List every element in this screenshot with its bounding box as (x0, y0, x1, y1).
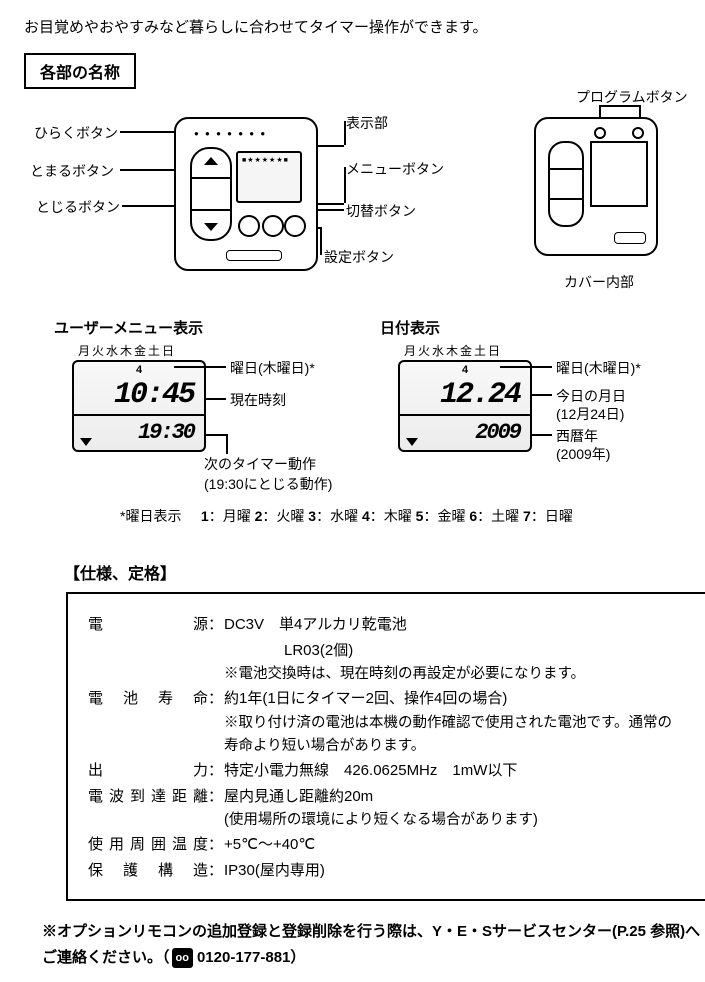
date-display: 月火水木金土日 4 12.24 2009 曜日(木曜日)* 今日の月日 (12月… (380, 342, 670, 492)
label-close-button: とじるボタン (36, 197, 120, 217)
dow-indicator: 4 (136, 364, 142, 376)
spec-title: 【仕様、定格】 (64, 560, 705, 584)
footer-note: ※オプションリモコンの追加登録と登録削除を行う際は、Y・E・Sサービスセンター(… (42, 919, 705, 970)
spec-note: ※取り付け済の電池は本機の動作確認で使用された電池です。通常の寿命より短い場合が… (224, 712, 685, 758)
spec-row: 電 池 寿 命：約1年(1日にタイマー2回、操作4回の場合) (88, 686, 685, 712)
label-stop-button: とまるボタン (30, 161, 114, 181)
main-device-illustration: ● ● ● ● ● ● ● ■★★★★★■ (174, 117, 318, 271)
intro-text: お目覚めやおやすみなど暮らしに合わせてタイマー操作ができます。 (24, 16, 705, 37)
user-menu-title: ユーザーメニュー表示 (54, 317, 344, 338)
label-current-time: 現在時刻 (230, 390, 286, 410)
label-dow: 曜日(木曜日)* (230, 358, 315, 378)
label-next-timer: 次のタイマー動作 (204, 454, 316, 474)
dow-row: 月火水木金土日 (78, 342, 176, 359)
date-year: 2009 (475, 420, 520, 445)
freedial-icon: oo (172, 948, 193, 969)
cover-caption: カバー内部 (564, 272, 634, 292)
label-today: 今日の月日 (556, 386, 626, 406)
cover-device-illustration (534, 117, 658, 256)
display-row: ユーザーメニュー表示 月火水木金土日 4 10:45 19:30 曜日(木曜日)… (24, 317, 705, 492)
spec-row: 電 源：DC3V 単4アルカリ乾電池 (88, 612, 685, 638)
dow-indicator: 4 (462, 364, 468, 376)
spec-row: 保 護 構 造：IP30(屋内専用) (88, 858, 685, 884)
switch-button-icon (284, 215, 306, 237)
spec-row: 電波到達距離：屋内見通し距離約20m (88, 784, 685, 810)
spec-note: ※電池交換時は、現在時刻の再設定が必要になります。 (224, 663, 685, 686)
user-menu-display: 月火水木金土日 4 10:45 19:30 曜日(木曜日)* 現在時刻 次のタイ… (54, 342, 344, 492)
spec-row: 使用周囲温度：+5℃〜+40℃ (88, 832, 685, 858)
next-timer-value: 19:30 (138, 420, 194, 445)
day-legend: *曜日表示 1：月曜 2：火曜 3：水曜 4：木曜 5：金曜 6：土曜 7：日曜 (120, 506, 705, 526)
label-open-button: ひらくボタン (34, 123, 118, 143)
spec-box: 電 源：DC3V 単4アルカリ乾電池 LR03(2個)※電池交換時は、現在時刻の… (66, 592, 705, 901)
current-time: 10:45 (114, 378, 194, 412)
menu-button-icon (238, 215, 260, 237)
label-next-timer-sub: (19:30にとじる動作) (204, 474, 332, 494)
label-menu-button: メニューボタン (346, 159, 444, 179)
parts-diagram: ひらくボタン とまるボタン とじるボタン 表示部 メニューボタン 切替ボタン 設… (24, 97, 705, 307)
spec-row: LR03(2個) (88, 638, 685, 664)
label-set-button: 設定ボタン (324, 247, 394, 267)
label-year-sub: (2009年) (556, 444, 610, 464)
section-parts-header: 各部の名称 (24, 53, 136, 89)
label-program-button: プログラムボタン (576, 87, 688, 107)
spec-note: (使用場所の環境により短くなる場合があります) (224, 809, 685, 832)
spec-row: 出 力：特定小電力無線 426.0625MHz 1mW以下 (88, 758, 685, 784)
label-dow: 曜日(木曜日)* (556, 358, 641, 378)
date-display-title: 日付表示 (380, 317, 670, 338)
label-today-sub: (12月24日) (556, 404, 624, 424)
footer-tel: 0120-177-881） (197, 949, 305, 966)
lcd-icon: ■★★★★★■ (236, 151, 302, 203)
label-display: 表示部 (346, 113, 388, 133)
footer-text: ※オプションリモコンの追加登録と登録削除を行う際は、Y・E・Sサービスセンター(… (42, 923, 700, 966)
date-mmdd: 12.24 (440, 378, 520, 412)
set-button-icon (262, 215, 284, 237)
label-switch-button: 切替ボタン (346, 201, 416, 221)
label-year: 西暦年 (556, 426, 598, 446)
open-stop-close-buttons-icon (190, 147, 232, 241)
dow-row: 月火水木金土日 (404, 342, 502, 359)
day-legend-prefix: *曜日表示 (120, 508, 181, 524)
